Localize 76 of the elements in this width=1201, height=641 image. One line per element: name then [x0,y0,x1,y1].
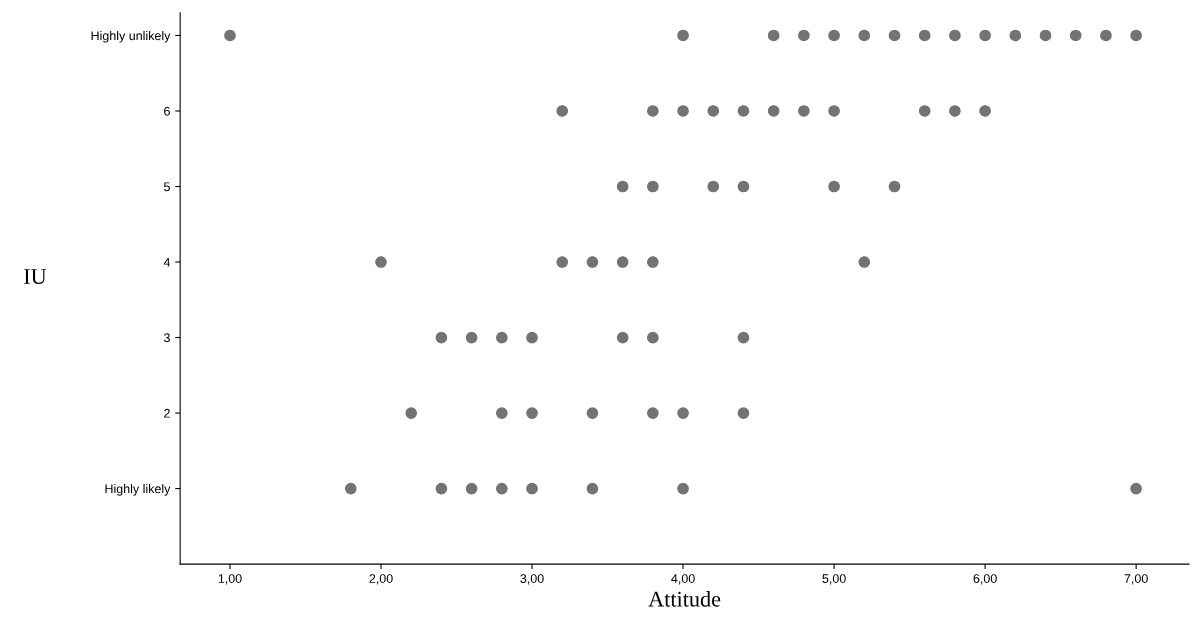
point [647,407,659,419]
point [949,105,961,117]
point [918,29,931,42]
point [556,256,569,268]
point [344,482,357,495]
point [737,331,750,344]
x-axis-title: Attitude [648,591,721,607]
point [888,29,901,42]
point [737,180,750,193]
y-tick-label: 4 [163,257,171,267]
point [435,482,448,495]
x-tick-label: 2,00 [369,574,393,585]
point [737,407,750,419]
point [647,105,659,117]
point [707,105,720,117]
x-tick-label: 7,00 [1124,574,1148,585]
point [556,105,569,117]
point [586,407,599,419]
point [798,29,810,42]
point [647,180,659,193]
point [858,256,871,268]
point [224,29,236,42]
y-tick-label: 2 [164,408,170,418]
point [1130,29,1142,42]
point [1100,29,1112,42]
point [828,105,840,117]
point [798,105,810,117]
point [1009,29,1022,42]
point [495,482,508,495]
point [767,105,780,117]
point [435,331,448,344]
point [1130,482,1142,495]
point [858,29,871,42]
y-axis-title: IU [24,269,47,284]
point [586,482,599,495]
x-tick-label: 3,00 [520,574,544,585]
point [495,407,508,419]
point [1069,29,1082,42]
point [1039,29,1052,42]
point [707,180,720,193]
point [616,331,629,344]
point [526,407,538,419]
x-tick-label: 6,00 [973,574,997,585]
point [495,331,508,344]
point [647,256,659,268]
point [737,105,750,117]
point [828,29,840,42]
point [677,105,689,117]
point [526,482,538,495]
point [647,331,659,344]
point [677,29,689,42]
point [828,180,840,193]
point [888,180,901,193]
point [767,29,780,42]
point [375,256,387,268]
point [979,29,991,42]
y-tick-label: 6 [164,106,170,116]
point [979,105,991,117]
point [405,407,418,419]
point [949,29,961,42]
point [465,482,478,495]
point [677,407,689,419]
point [616,180,629,193]
y-tick-label: 5 [163,182,170,192]
point [918,105,931,117]
y-tick-label: Highly unlikely [91,30,171,43]
x-tick-label: 5,00 [822,574,846,585]
y-tick-label: 3 [163,333,170,343]
point [616,256,629,268]
point [465,331,478,344]
point [677,482,689,495]
point [526,331,538,344]
x-tick-label: 1,00 [218,574,242,585]
y-tick-label: Highly likely [105,484,171,496]
x-tick-label: 4,00 [671,574,695,585]
point [586,256,599,268]
